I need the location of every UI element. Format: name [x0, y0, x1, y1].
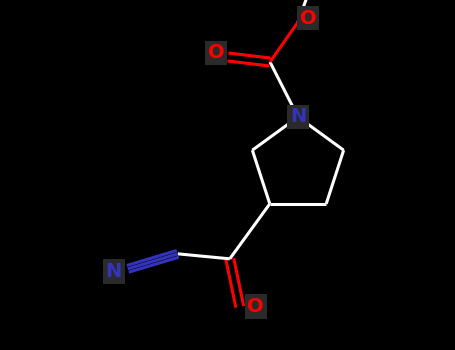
Text: O: O: [207, 43, 224, 63]
Text: N: N: [106, 262, 122, 281]
Text: O: O: [248, 298, 264, 316]
Text: N: N: [290, 107, 306, 126]
Text: O: O: [300, 8, 316, 28]
